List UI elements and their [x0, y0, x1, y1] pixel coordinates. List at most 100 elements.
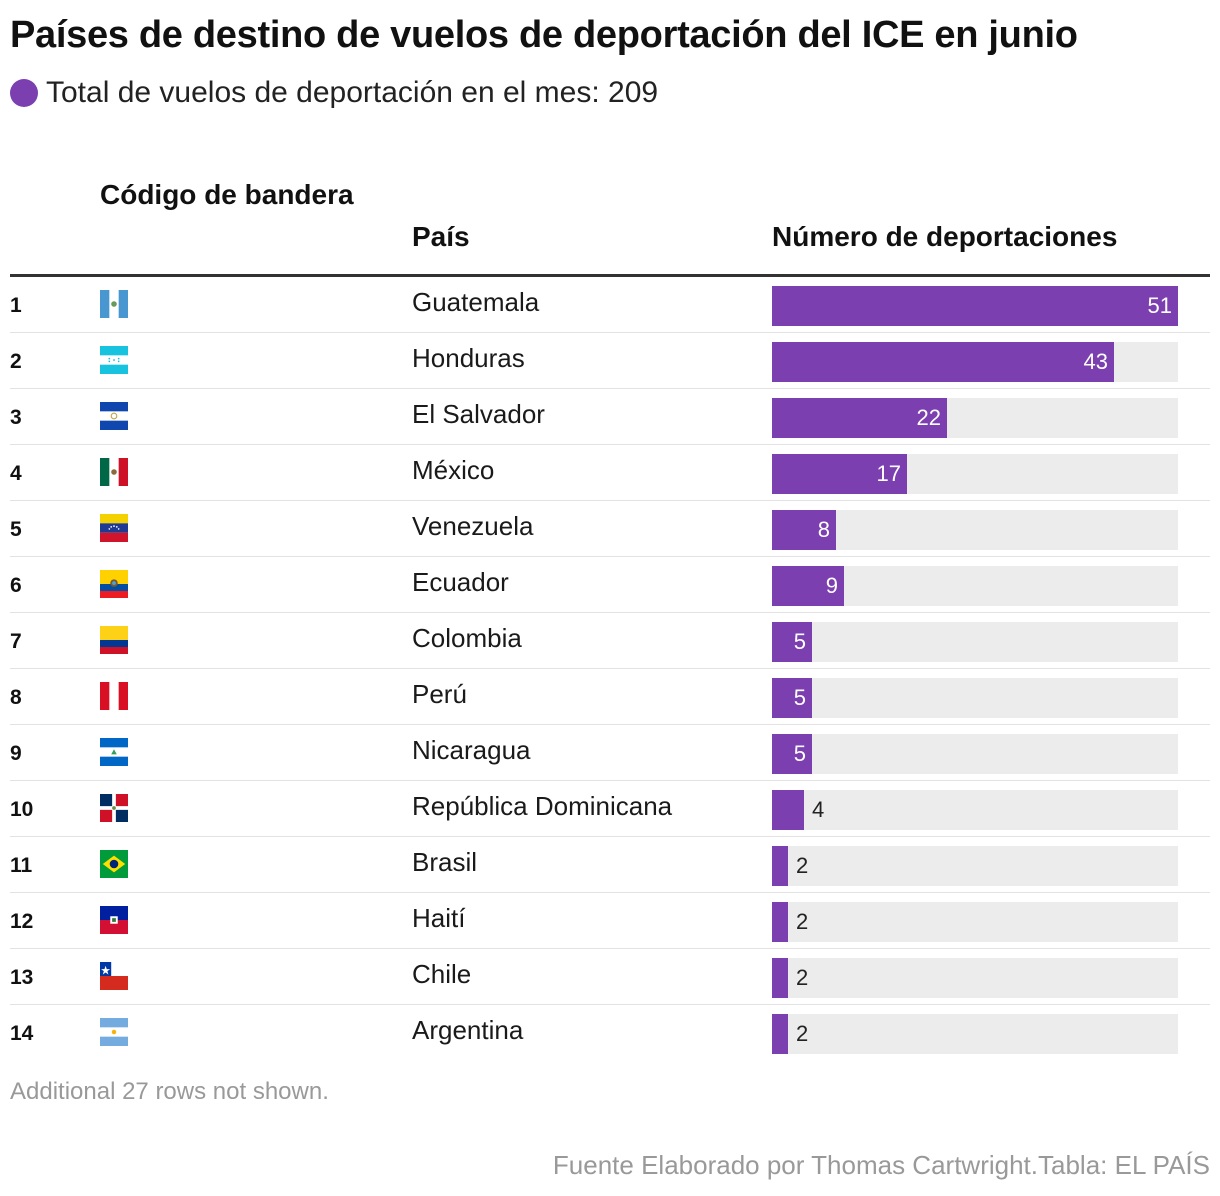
country-name: Chile — [412, 959, 472, 989]
row-rank: 13 — [10, 966, 34, 989]
data-label: 17 — [876, 461, 901, 486]
bar-track: 2 — [772, 1014, 1178, 1054]
bar-track: 43 — [772, 342, 1178, 382]
row-rank: 10 — [10, 798, 34, 821]
bar — [772, 678, 812, 718]
flag-mexico-icon — [100, 458, 128, 486]
row-rank: 6 — [10, 574, 22, 597]
row-rank: 1 — [10, 294, 22, 317]
legend-dot-icon — [10, 79, 38, 107]
country-name: México — [412, 455, 495, 485]
data-label: 5 — [793, 685, 806, 710]
header-divider — [10, 274, 1210, 277]
country-name: República Dominicana — [412, 791, 673, 821]
bar — [772, 790, 804, 830]
country-name: Colombia — [412, 623, 522, 653]
bar-track: 2 — [772, 846, 1178, 886]
table-row: 11 Brasil 2 — [10, 837, 1210, 893]
table-row: 6 Ecuador 9 — [10, 557, 1210, 613]
table-row: 14 Argentina 2 — [10, 1005, 1210, 1061]
flag-argentina-icon — [100, 1018, 128, 1046]
rows-not-shown-note: Additional 27 rows not shown. — [10, 1078, 329, 1105]
country-name: Haití — [412, 903, 466, 933]
column-header-value: Número de deportaciones — [772, 221, 1118, 252]
country-name: Honduras — [412, 343, 525, 373]
data-label: 2 — [796, 853, 809, 878]
column-header-country: País — [412, 221, 470, 252]
bar — [772, 902, 788, 942]
bar-track: 9 — [772, 566, 1178, 606]
flag-haiti-icon — [100, 906, 128, 934]
data-label: 9 — [825, 573, 838, 598]
bar-track: 22 — [772, 398, 1178, 438]
table-body: 1 Guatemala 51 2 Honduras 43 3 El Salvador 22 4 Mé… — [0, 277, 1220, 1061]
bar-track: 4 — [772, 790, 1178, 830]
bar — [772, 342, 1114, 382]
flag-brazil-icon — [100, 850, 128, 878]
table-row: 13 Chile 2 — [10, 949, 1210, 1005]
table-row: 5 Venezuela 8 — [10, 501, 1210, 557]
table-row: 3 El Salvador 22 — [10, 389, 1210, 445]
source-credit: Fuente Elaborado por Thomas Cartwright.T… — [552, 1150, 1210, 1180]
bar — [772, 734, 812, 774]
bar — [772, 1014, 788, 1054]
country-name: Ecuador — [412, 567, 509, 597]
table-row: 2 Honduras 43 — [10, 333, 1210, 389]
column-header-flag: Código de bandera — [100, 179, 354, 210]
row-rank: 5 — [10, 518, 22, 541]
row-rank: 12 — [10, 910, 34, 933]
data-label: 8 — [817, 517, 830, 542]
row-rank: 4 — [10, 462, 22, 485]
flag-venezuela-icon — [100, 514, 128, 542]
country-name: Nicaragua — [412, 735, 531, 765]
row-rank: 8 — [10, 686, 22, 709]
row-rank: 2 — [10, 350, 22, 373]
data-label: 2 — [796, 1021, 809, 1046]
country-name: Argentina — [412, 1015, 524, 1045]
flag-guatemala-icon — [100, 290, 128, 318]
data-label: 51 — [1147, 293, 1172, 318]
flag-honduras-icon — [100, 346, 128, 374]
data-label: 2 — [796, 909, 809, 934]
bar-track: 2 — [772, 958, 1178, 998]
country-name: Perú — [412, 679, 467, 709]
bar-track: 17 — [772, 454, 1178, 494]
flag-colombia-icon — [100, 626, 128, 654]
table-row: 7 Colombia 5 — [10, 613, 1210, 669]
table-row: 10 República Dominicana 4 — [10, 781, 1210, 837]
subtitle-text: Total de vuelos de deportación en el mes… — [46, 76, 659, 109]
bar-track: 2 — [772, 902, 1178, 942]
flag-dominican-republic-icon — [100, 794, 128, 822]
data-label: 4 — [812, 797, 825, 822]
bar-track: 5 — [772, 678, 1178, 718]
bar — [772, 510, 836, 550]
bar-track: 51 — [772, 286, 1178, 326]
table-row: 1 Guatemala 51 — [10, 277, 1210, 333]
flag-peru-icon — [100, 682, 128, 710]
bar — [772, 958, 788, 998]
table-row: 9 Nicaragua 5 — [10, 725, 1210, 781]
country-name: Guatemala — [412, 287, 540, 317]
row-rank: 11 — [10, 854, 33, 877]
country-name: El Salvador — [412, 399, 545, 429]
data-label: 5 — [793, 741, 806, 766]
bar-track: 5 — [772, 622, 1178, 662]
bar — [772, 846, 788, 886]
chart-title: Países de destino de vuelos de deportaci… — [10, 14, 1078, 56]
table-row: 12 Haití 2 — [10, 893, 1210, 949]
flag-chile-icon — [100, 962, 128, 990]
flag-el-salvador-icon — [100, 402, 128, 430]
row-rank: 7 — [10, 630, 22, 653]
row-rank: 3 — [10, 406, 22, 429]
table-row: 4 México 17 — [10, 445, 1210, 501]
data-label: 43 — [1083, 349, 1108, 374]
bar — [772, 566, 844, 606]
country-name: Brasil — [412, 847, 478, 877]
row-rank: 9 — [10, 742, 22, 765]
bar — [772, 454, 907, 494]
table-row: 8 Perú 5 — [10, 669, 1210, 725]
flag-nicaragua-icon — [100, 738, 128, 766]
flag-ecuador-icon — [100, 570, 128, 598]
data-label: 2 — [796, 965, 809, 990]
bar — [772, 286, 1178, 326]
